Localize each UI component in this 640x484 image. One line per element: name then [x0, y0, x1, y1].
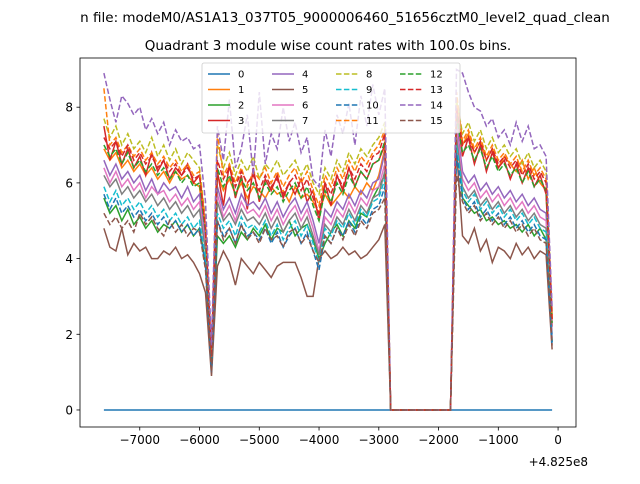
- x-tick-label--3000: −3000: [358, 433, 399, 447]
- y-tick-label-6: 6: [65, 176, 73, 190]
- legend-label-0: 0: [238, 70, 244, 81]
- series-line-12: [103, 114, 553, 411]
- series-line-5: [103, 148, 553, 411]
- x-tick-label--6000: −6000: [179, 433, 220, 447]
- x-tick-label--5000: −5000: [239, 433, 280, 447]
- legend-label-7: 7: [302, 116, 308, 127]
- series-line-4: [103, 122, 553, 411]
- legend-label-13: 13: [430, 85, 443, 96]
- y-tick-label-8: 8: [65, 101, 73, 115]
- x-tick-label--4000: −4000: [299, 433, 340, 447]
- x-tick-label--7000: −7000: [119, 433, 160, 447]
- axes-frame: [79, 57, 577, 428]
- series-line-11: [103, 88, 553, 411]
- series-line-1: [103, 103, 553, 411]
- series-line-6: [103, 129, 553, 411]
- series-line-10: [103, 152, 553, 411]
- axes: −7000 −6000 −5000 −4000 −3000 −2000 −1000 0 0 2 4 6…: [65, 57, 577, 447]
- series-line-14: [103, 68, 553, 411]
- legend-label-15: 15: [430, 116, 443, 127]
- series-line-15: [103, 175, 553, 411]
- legend-label-10: 10: [366, 101, 379, 112]
- x-tick-label-0: 0: [554, 433, 562, 447]
- legend-label-14: 14: [430, 101, 443, 112]
- series-line-8: [103, 99, 553, 411]
- y-tick-label-2: 2: [65, 328, 73, 342]
- chart-title: Quadrant 3 module wise count rates with …: [145, 38, 511, 54]
- y-tick-label-4: 4: [65, 252, 73, 266]
- series-line-9: [103, 144, 553, 411]
- series-line-7: [103, 137, 553, 411]
- legend-label-1: 1: [238, 85, 244, 96]
- legend-label-9: 9: [366, 85, 372, 96]
- x-tick-label--1000: −1000: [478, 433, 519, 447]
- legend-label-3: 3: [238, 116, 244, 127]
- legend-label-4: 4: [302, 70, 308, 81]
- x-offset-label: +4.825e8: [529, 455, 588, 469]
- legend-label-8: 8: [366, 70, 372, 81]
- legend-label-12: 12: [430, 70, 443, 81]
- legend-label-5: 5: [302, 85, 308, 96]
- plot-area: [103, 68, 553, 411]
- legend-box: [201, 62, 461, 134]
- legend-label-11: 11: [366, 116, 379, 127]
- suptitle: n file: modeM0/AS1A13_037T05_9000006460_…: [80, 10, 610, 26]
- y-tick-label-0: 0: [65, 403, 73, 417]
- legend-label-6: 6: [302, 101, 308, 112]
- series-line-3: [103, 110, 553, 411]
- legend-label-2: 2: [238, 101, 244, 112]
- x-tick-label--2000: −2000: [418, 433, 459, 447]
- series-line-13: [103, 107, 553, 411]
